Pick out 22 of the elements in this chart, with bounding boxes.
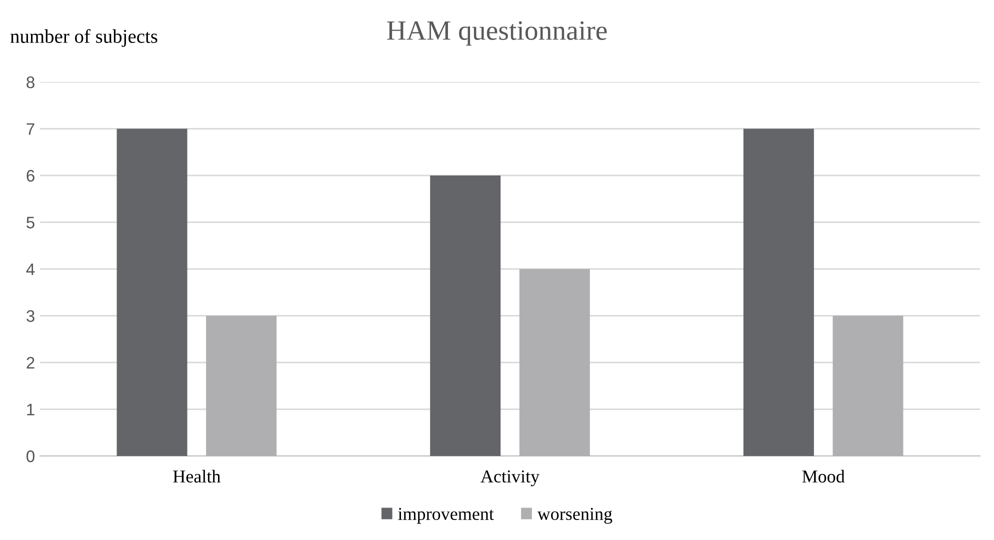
y-tick-label: 1 (27, 404, 34, 416)
x-tick-label: Mood (802, 470, 845, 483)
x-tick-label: Activity (480, 470, 540, 486)
bar (206, 316, 277, 456)
y-tick-label: 4 (26, 264, 35, 276)
legend-label: improvement (398, 508, 494, 524)
y-tick-label: 0 (26, 450, 34, 462)
bar (743, 128, 814, 456)
bar (832, 316, 904, 456)
y-tick-label: 3 (26, 310, 34, 322)
bar (116, 128, 188, 456)
bar (430, 176, 501, 456)
bar (519, 269, 590, 456)
chart-title: HAM questionnaire (387, 21, 607, 46)
legend-label: worsening (537, 508, 612, 524)
y-tick-label: 2 (26, 356, 34, 369)
y-tick-label: 8 (26, 76, 34, 88)
y-tick-label: 6 (26, 170, 34, 182)
y-axis-title: number of subjects (10, 29, 158, 47)
y-tick-label: 7 (26, 123, 34, 135)
x-tick-label: Health (173, 470, 220, 483)
y-tick-label: 5 (26, 216, 34, 228)
